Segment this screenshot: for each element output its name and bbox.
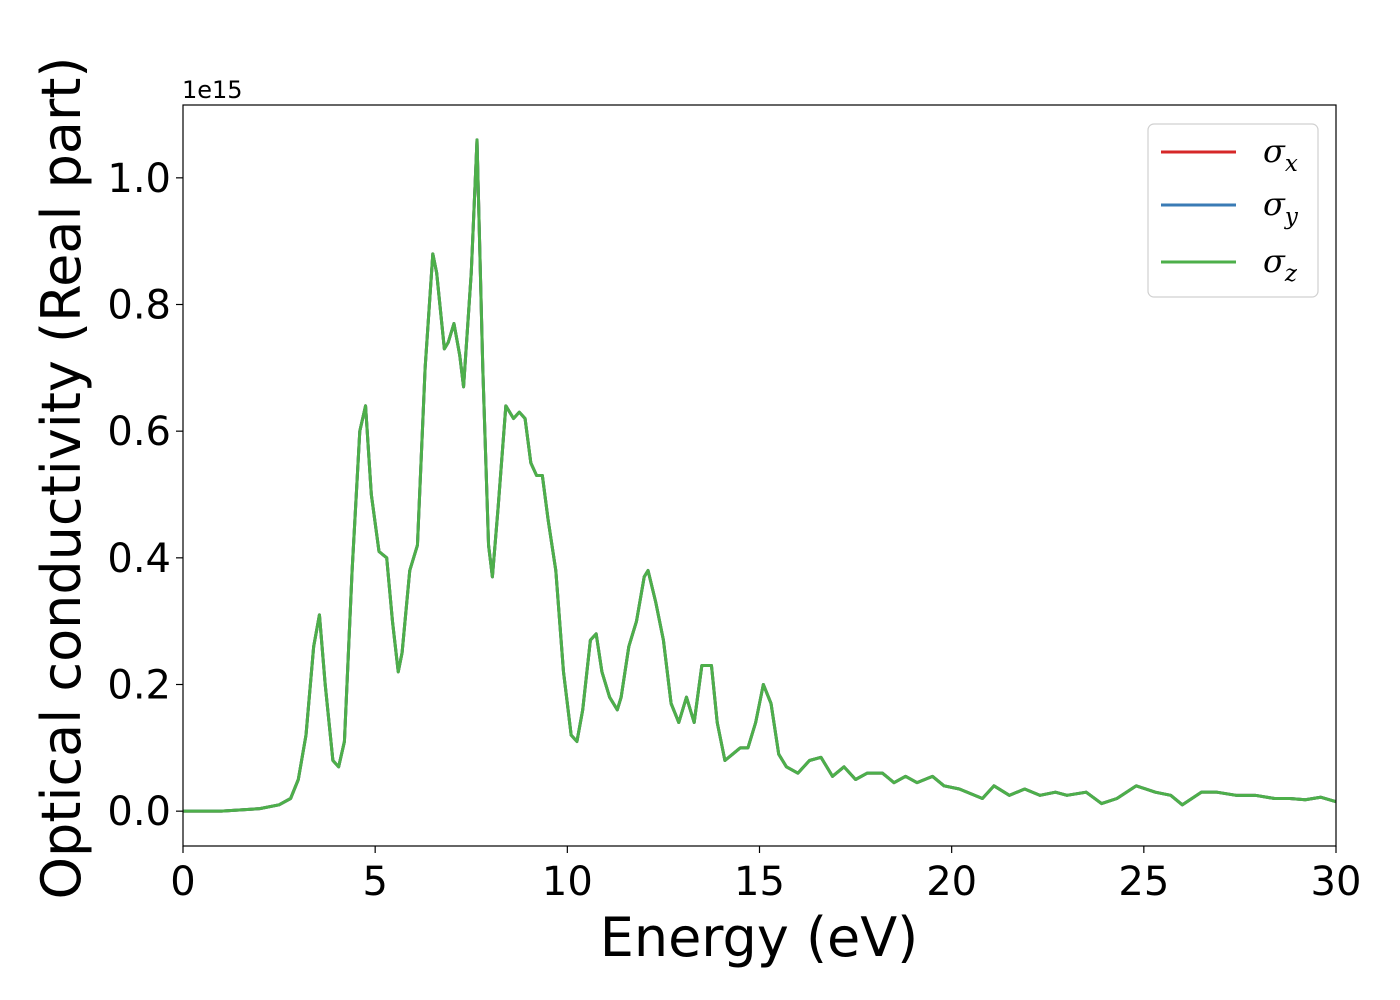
legend-label-x: σx	[1263, 132, 1298, 177]
legend-label-z: σz	[1263, 242, 1298, 287]
series-lines	[183, 138, 1336, 813]
x-tick-label: 5	[362, 859, 387, 905]
y-tick-label: 0.2	[107, 663, 171, 709]
y-tick-label: 0.0	[107, 789, 171, 835]
plot-area	[183, 138, 1336, 813]
x-axis-label: Energy (eV)	[600, 906, 919, 969]
x-tick-label: 0	[170, 859, 195, 905]
axes: 0 5 10 15 20 25 30 0.0 0.2 0.4 0.6 0.8 1.0	[107, 104, 1362, 905]
y-tick-label: 0.8	[107, 283, 171, 329]
legend-label-y: σy	[1263, 185, 1299, 230]
legend: σx σy σz	[1147, 123, 1319, 298]
series-line-z	[183, 138, 1336, 813]
x-tick-label: 25	[1118, 859, 1169, 905]
x-tick-label: 15	[734, 859, 785, 905]
y-tick-label: 0.6	[107, 409, 171, 455]
y-axis-label: Optical conductivity (Real part)	[30, 57, 93, 900]
y-tick-label: 1.0	[107, 156, 171, 202]
legend-box	[1147, 123, 1319, 298]
x-tick-label: 10	[542, 859, 593, 905]
y-tick-label: 0.4	[107, 536, 171, 582]
y-offset-text: 1e15	[182, 76, 243, 104]
x-tick-label: 30	[1311, 859, 1362, 905]
x-tick-label: 20	[926, 859, 977, 905]
